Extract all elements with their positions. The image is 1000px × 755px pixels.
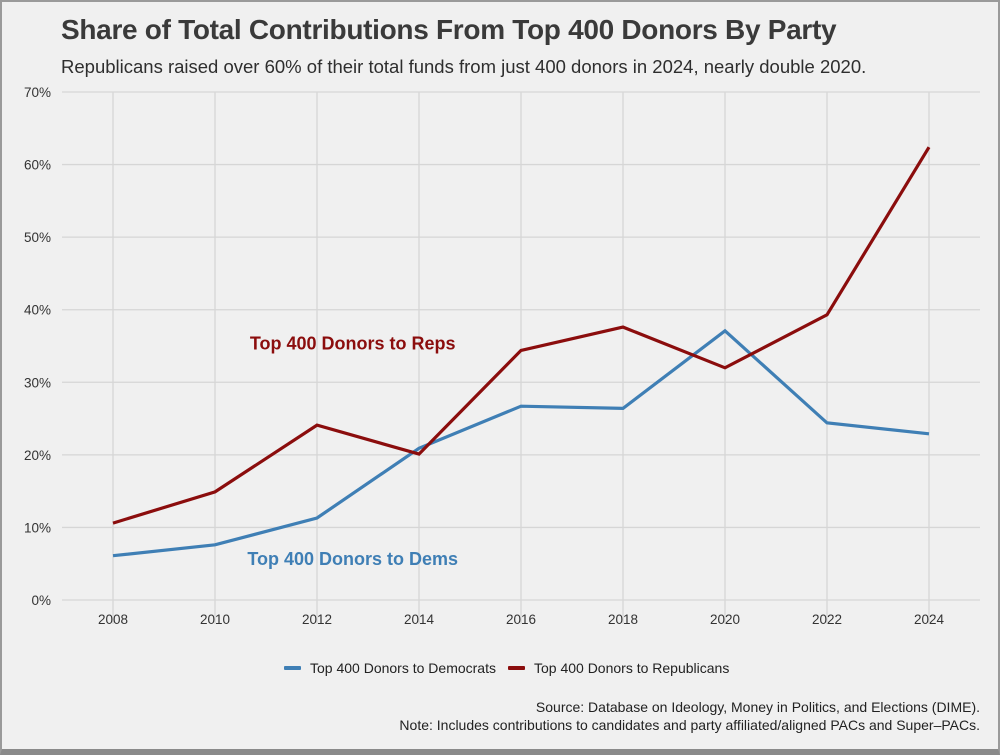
y-tick-label: 50%	[24, 230, 51, 245]
x-tick-label: 2012	[302, 612, 332, 627]
legend-item-republicans: Top 400 Donors to Republicans	[507, 660, 730, 676]
x-tick-label: 2014	[404, 612, 435, 627]
y-tick-label: 40%	[24, 303, 51, 318]
y-tick-label: 20%	[24, 448, 51, 463]
source-notes: Source: Database on Ideology, Money in P…	[399, 698, 980, 734]
y-axis-tick-labels: 0% 10% 20% 30% 40% 50% 60% 70%	[24, 85, 51, 608]
x-tick-label: 2024	[914, 612, 945, 627]
y-tick-label: 30%	[24, 375, 51, 390]
chart-subtitle: Republicans raised over 60% of their tot…	[61, 56, 867, 77]
legend-swatch-republicans	[507, 666, 525, 670]
series-line-republicans	[112, 146, 931, 525]
y-tick-label: 0%	[31, 593, 51, 608]
y-tick-label: 60%	[24, 158, 51, 173]
source-text: Source: Database on Ideology, Money in P…	[535, 699, 980, 715]
x-axis-tick-labels: 2008 2010 2012 2014 2016 2018 2020 2022 2024	[98, 612, 945, 627]
annotations: Top 400 Donors to Reps Top 400 Donors to …	[247, 334, 458, 570]
x-tick-label: 2008	[98, 612, 128, 627]
legend: Top 400 Donors to Democrats Top 400 Dono…	[284, 660, 741, 676]
x-tick-label: 2018	[608, 612, 638, 627]
legend-label-republicans: Top 400 Donors to Republicans	[533, 660, 730, 676]
note-text: Note: Includes contributions to candidat…	[399, 717, 980, 733]
annotation-democrats: Top 400 Donors to Dems	[247, 549, 458, 569]
y-tick-label: 10%	[24, 520, 51, 535]
legend-label-democrats: Top 400 Donors to Democrats	[310, 660, 496, 676]
chart-title: Share of Total Contributions From Top 40…	[61, 14, 837, 45]
annotation-republicans: Top 400 Donors to Reps	[250, 334, 456, 354]
series-lines	[112, 146, 931, 558]
legend-swatch-democrats	[284, 666, 301, 670]
y-tick-label: 70%	[24, 85, 51, 100]
series-line-democrats	[112, 328, 930, 558]
x-tick-label: 2020	[710, 612, 740, 627]
legend-item-democrats: Top 400 Donors to Democrats	[284, 660, 496, 676]
x-tick-label: 2016	[506, 612, 536, 627]
x-gridlines	[112, 92, 930, 624]
x-tick-label: 2022	[812, 612, 842, 627]
x-tick-label: 2010	[200, 612, 230, 627]
